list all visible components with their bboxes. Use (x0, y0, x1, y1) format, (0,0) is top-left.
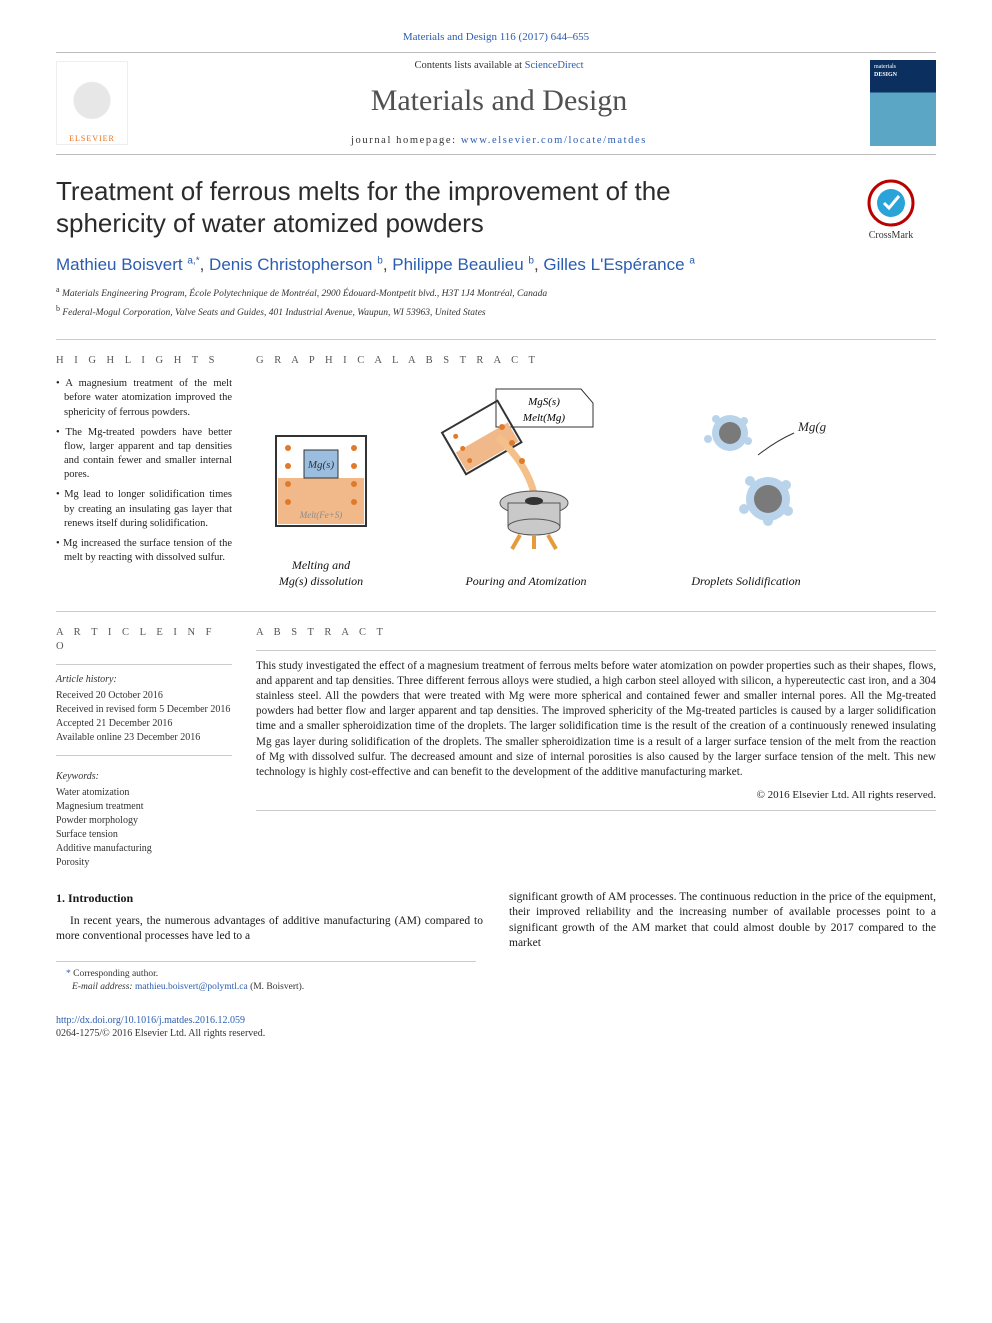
keyword: Water atomization (56, 786, 232, 800)
ga-heading: G R A P H I C A L A B S T R A C T (256, 354, 936, 368)
copyright-line: © 2016 Elsevier Ltd. All rights reserved… (256, 788, 936, 802)
abstract-heading: A B S T R A C T (256, 626, 936, 640)
ga-panel-melting: Mg(s) Melt(Fe+S) Melting andMg(s) dissol… (256, 408, 386, 590)
highlight-item: Mg increased the surface tension of the … (56, 537, 232, 565)
highlight-item: The Mg-treated powders have better flow,… (56, 426, 232, 483)
highlight-item: A magnesium treatment of the melt before… (56, 377, 232, 420)
doi-block: http://dx.doi.org/10.1016/j.matdes.2016.… (56, 1014, 936, 1040)
homepage-line: journal homepage: www.elsevier.com/locat… (128, 134, 870, 148)
elsevier-logo: ELSEVIER (56, 61, 128, 145)
elsevier-label: ELSEVIER (69, 134, 115, 144)
author-link[interactable]: Mathieu Boisvert (56, 255, 187, 274)
ga-panel-droplets: Mg(g) Droplets Solidification (666, 403, 826, 589)
svg-text:MgS(s): MgS(s) (527, 396, 560, 408)
history-line: Available online 23 December 2016 (56, 731, 232, 745)
abstract-text: This study investigated the effect of a … (256, 659, 936, 780)
email-link[interactable]: mathieu.boisvert@polymtl.ca (135, 982, 248, 992)
article-info-heading: A R T I C L E I N F O (56, 626, 232, 653)
author-list: Mathieu Boisvert a,*, Denis Christophers… (56, 254, 936, 276)
history-heading: Article history: (56, 673, 232, 687)
keywords-heading: Keywords: (56, 770, 232, 784)
svg-text:Melt(Fe+S): Melt(Fe+S) (299, 510, 343, 520)
doi-link[interactable]: http://dx.doi.org/10.1016/j.matdes.2016.… (56, 1015, 245, 1026)
journal-cover-thumb: materials DESIGN (870, 60, 936, 146)
keyword: Surface tension (56, 828, 232, 842)
intro-paragraph: In recent years, the numerous advantages… (56, 914, 483, 945)
ga-droplets-icon: Mg(g) (666, 403, 826, 563)
svg-text:Mg(s): Mg(s) (307, 459, 335, 471)
graphical-abstract-block: G R A P H I C A L A B S T R A C T Mg(s) … (256, 354, 936, 594)
keyword: Powder morphology (56, 814, 232, 828)
introduction-row: 1. Introduction In recent years, the num… (56, 890, 936, 994)
article-title: Treatment of ferrous melts for the impro… (56, 175, 776, 240)
sciencedirect-link[interactable]: ScienceDirect (525, 60, 584, 71)
footnotes: * Corresponding author. E-mail address: … (56, 961, 476, 994)
journal-header: ELSEVIER Contents lists available at Sci… (56, 52, 936, 154)
crossmark-badge[interactable]: CrossMark (846, 179, 936, 242)
history-line: Received in revised form 5 December 2016 (56, 703, 232, 717)
history-line: Accepted 21 December 2016 (56, 717, 232, 731)
affiliation-a: a Materials Engineering Program, École P… (56, 284, 936, 301)
ga-pouring-icon: MgS(s) Melt(Mg) (416, 383, 636, 563)
homepage-link[interactable]: www.elsevier.com/locate/matdes (461, 135, 647, 146)
intro-paragraph: significant growth of AM processes. The … (509, 890, 936, 952)
history-line: Received 20 October 2016 (56, 689, 232, 703)
ga-panel-pouring: MgS(s) Melt(Mg) (416, 383, 636, 589)
crossmark-icon (867, 179, 915, 227)
svg-text:Melt(Mg): Melt(Mg) (522, 412, 565, 424)
author-link[interactable]: Philippe Beaulieu (392, 255, 528, 274)
keyword: Porosity (56, 856, 232, 870)
contents-line: Contents lists available at ScienceDirec… (128, 59, 870, 73)
highlights-heading: H I G H L I G H T S (56, 354, 232, 368)
keyword: Additive manufacturing (56, 842, 232, 856)
abstract-block: A B S T R A C T This study investigated … (256, 626, 936, 869)
info-abstract-row: A R T I C L E I N F O Article history: R… (56, 626, 936, 869)
intro-heading: 1. Introduction (56, 890, 483, 906)
svg-text:Mg(g): Mg(g) (797, 419, 826, 434)
highlights-ga-row: H I G H L I G H T S A magnesium treatmen… (56, 354, 936, 594)
divider (56, 339, 936, 340)
highlights-block: H I G H L I G H T S A magnesium treatmen… (56, 354, 232, 594)
affiliation-b: b Federal-Mogul Corporation, Valve Seats… (56, 303, 936, 320)
top-citation: Materials and Design 116 (2017) 644–655 (56, 30, 936, 44)
highlight-item: Mg lead to longer solidification times b… (56, 488, 232, 531)
issn-copyright: 0264-1275/© 2016 Elsevier Ltd. All right… (56, 1028, 265, 1039)
article-info-block: A R T I C L E I N F O Article history: R… (56, 626, 232, 869)
author-link[interactable]: Denis Christopherson (209, 255, 377, 274)
ga-melting-icon: Mg(s) Melt(Fe+S) (256, 408, 386, 548)
author-link[interactable]: Gilles L'Espérance (543, 255, 689, 274)
journal-name: Materials and Design (128, 81, 870, 120)
divider (56, 611, 936, 612)
keyword: Magnesium treatment (56, 800, 232, 814)
